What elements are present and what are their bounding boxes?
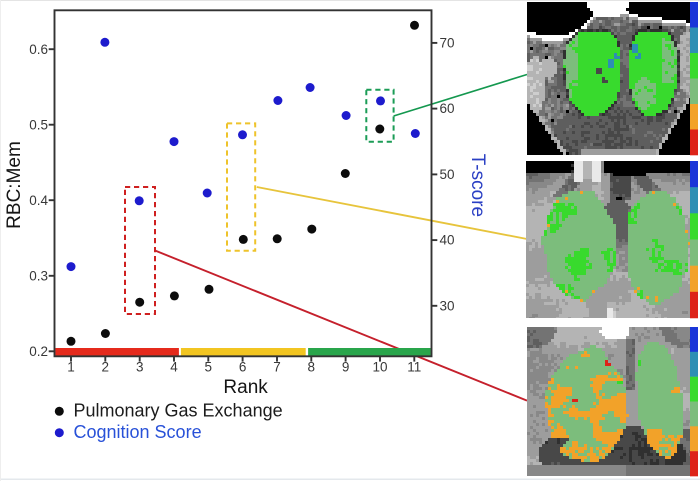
svg-text:8: 8 bbox=[308, 360, 316, 375]
svg-text:0.5: 0.5 bbox=[29, 117, 48, 132]
svg-text:0.6: 0.6 bbox=[29, 42, 48, 57]
svg-text:9: 9 bbox=[342, 360, 350, 375]
svg-text:RBC:Mem: RBC:Mem bbox=[4, 141, 25, 229]
svg-text:60: 60 bbox=[440, 101, 455, 116]
svg-text:10: 10 bbox=[372, 360, 387, 375]
svg-text:1: 1 bbox=[67, 360, 75, 375]
svg-text:40: 40 bbox=[440, 233, 455, 248]
svg-text:4: 4 bbox=[170, 360, 178, 375]
svg-text:Cognition Score: Cognition Score bbox=[74, 422, 202, 442]
svg-text:T-score: T-score bbox=[467, 154, 488, 217]
svg-text:7: 7 bbox=[273, 360, 281, 375]
svg-text:70: 70 bbox=[440, 36, 455, 51]
svg-text:0.4: 0.4 bbox=[29, 193, 48, 208]
svg-text:3: 3 bbox=[136, 360, 144, 375]
svg-text:11: 11 bbox=[407, 360, 421, 375]
svg-text:Rank: Rank bbox=[223, 377, 268, 398]
svg-text:6: 6 bbox=[239, 360, 247, 375]
svg-text:30: 30 bbox=[440, 298, 455, 313]
svg-text:50: 50 bbox=[440, 167, 455, 182]
svg-text:2: 2 bbox=[102, 360, 110, 375]
svg-text:5: 5 bbox=[205, 360, 213, 375]
svg-text:Pulmonary Gas Exchange: Pulmonary Gas Exchange bbox=[74, 401, 283, 421]
svg-text:0.3: 0.3 bbox=[29, 268, 48, 283]
svg-text:0.2: 0.2 bbox=[29, 344, 48, 359]
